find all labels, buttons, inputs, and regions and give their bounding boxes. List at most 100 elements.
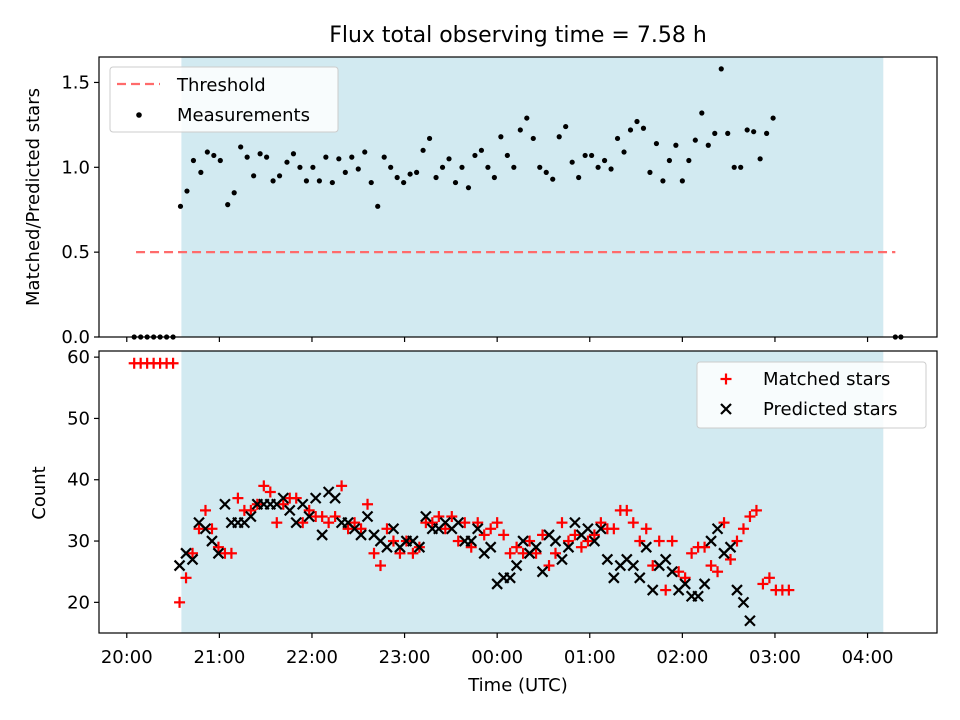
predicted-star-marker xyxy=(329,492,341,504)
predicted-star-marker xyxy=(387,523,400,535)
measurement-point xyxy=(601,157,608,164)
measurement-point xyxy=(284,159,290,165)
measurement-point xyxy=(407,171,413,177)
measurement-point xyxy=(712,130,718,136)
measurement-point xyxy=(394,174,400,181)
matched-star-marker xyxy=(686,547,698,559)
matched-star-marker xyxy=(303,504,315,516)
predicted-star-marker xyxy=(588,535,601,547)
matched-star-marker xyxy=(485,523,497,535)
measurement-point xyxy=(362,149,368,155)
predicted-star-marker xyxy=(569,516,581,529)
matched-star-marker xyxy=(277,498,289,510)
predicted-star-marker xyxy=(296,498,309,511)
matched-star-marker xyxy=(258,480,270,492)
matched-star-marker xyxy=(737,523,749,535)
predicted-star-marker xyxy=(517,535,529,547)
measurement-point xyxy=(290,151,297,157)
predicted-star-marker xyxy=(698,578,711,590)
predicted-star-marker xyxy=(646,584,659,596)
measurement-point xyxy=(211,152,217,159)
matched-star-marker xyxy=(660,584,672,596)
measurement-point xyxy=(582,152,588,159)
predicted-star-marker xyxy=(309,492,322,504)
predicted-star-marker xyxy=(549,535,562,547)
matched-star-marker xyxy=(679,572,691,584)
measurement-point xyxy=(264,154,270,160)
predicted-star-marker xyxy=(731,584,743,596)
measurement-point xyxy=(744,127,750,133)
measurement-point xyxy=(673,142,679,148)
measurement-point xyxy=(433,174,439,181)
predicted-star-marker xyxy=(186,553,199,566)
legend-measurement-label: Measurements xyxy=(177,105,310,126)
measurement-point xyxy=(316,178,322,184)
predicted-star-marker xyxy=(245,510,257,523)
measurement-point xyxy=(355,166,361,172)
predicted-star-marker xyxy=(582,523,594,535)
measurement-point xyxy=(634,118,640,125)
measurement-point xyxy=(276,173,283,179)
legend-matched-swatch xyxy=(720,373,732,385)
measurement-point xyxy=(452,179,459,186)
matched-star-marker xyxy=(575,541,587,553)
predicted-star-marker xyxy=(737,596,750,609)
matched-star-marker xyxy=(433,511,445,523)
predicted-star-marker xyxy=(556,553,568,566)
matched-star-marker xyxy=(368,547,380,559)
measurement-point xyxy=(217,157,223,164)
measurement-point xyxy=(563,123,569,130)
measurement-point xyxy=(439,164,446,170)
bottom-legend: Matched stars Predicted stars xyxy=(696,361,927,429)
matched-star-marker xyxy=(174,596,186,608)
matched-star-marker xyxy=(167,357,179,369)
matched-star-marker xyxy=(647,560,659,572)
matched-star-marker xyxy=(608,523,620,535)
predicted-star-marker xyxy=(633,572,646,584)
matched-star-marker xyxy=(556,517,568,529)
matched-star-marker xyxy=(446,511,458,523)
matched-star-marker xyxy=(374,560,386,572)
measurement-point xyxy=(184,188,190,194)
predicted-star-marker xyxy=(705,535,717,547)
measurement-point xyxy=(595,164,601,170)
predicted-star-marker xyxy=(627,559,640,572)
bottom-legend-box xyxy=(696,361,927,429)
predicted-star-marker xyxy=(206,535,218,547)
measurement-point xyxy=(204,149,210,155)
matched-star-marker xyxy=(465,541,477,553)
matched-star-marker xyxy=(394,547,406,559)
matched-star-marker xyxy=(180,572,192,584)
measurement-point xyxy=(718,66,724,72)
measurement-point xyxy=(621,149,627,155)
x-tick-label: 04:00 xyxy=(842,647,894,668)
predicted-star-marker xyxy=(562,541,575,553)
predicted-star-marker xyxy=(452,516,465,529)
matched-star-marker xyxy=(511,541,523,553)
matched-star-marker xyxy=(452,535,464,547)
predicted-star-marker xyxy=(413,541,426,553)
measurement-point xyxy=(323,154,329,160)
predicted-star-marker xyxy=(212,547,225,560)
bottom-x-axis-label: Time (UTC) xyxy=(467,675,568,696)
top-plot-frame xyxy=(98,56,938,338)
predicted-star-marker xyxy=(640,541,653,553)
measurement-point xyxy=(770,115,776,121)
predicted-star-marker xyxy=(355,529,367,541)
top-y-axis-label: Matched/Predicted stars xyxy=(23,88,44,306)
matched-star-marker xyxy=(439,523,451,535)
matched-star-marker xyxy=(387,535,399,547)
matched-star-marker xyxy=(362,498,374,510)
measurement-point xyxy=(177,203,184,209)
legend-threshold-label: Threshold xyxy=(176,75,266,96)
predicted-star-marker xyxy=(692,590,704,602)
y-tick-label: 40 xyxy=(67,470,90,491)
predicted-star-marker xyxy=(465,535,478,547)
matched-star-marker xyxy=(699,541,711,553)
matched-star-marker xyxy=(530,547,542,559)
measurement-point xyxy=(699,110,705,116)
measurement-point xyxy=(190,157,197,164)
y-tick-label: 20 xyxy=(67,592,90,613)
y-tick-label: 30 xyxy=(67,531,90,552)
